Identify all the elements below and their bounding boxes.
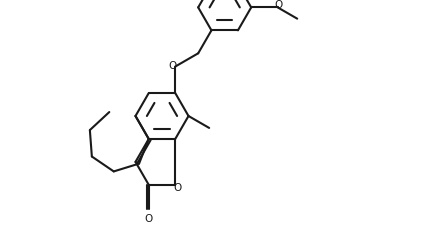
Text: O: O xyxy=(274,1,283,10)
Text: O: O xyxy=(173,183,181,193)
Text: O: O xyxy=(168,60,176,71)
Text: O: O xyxy=(145,214,153,224)
